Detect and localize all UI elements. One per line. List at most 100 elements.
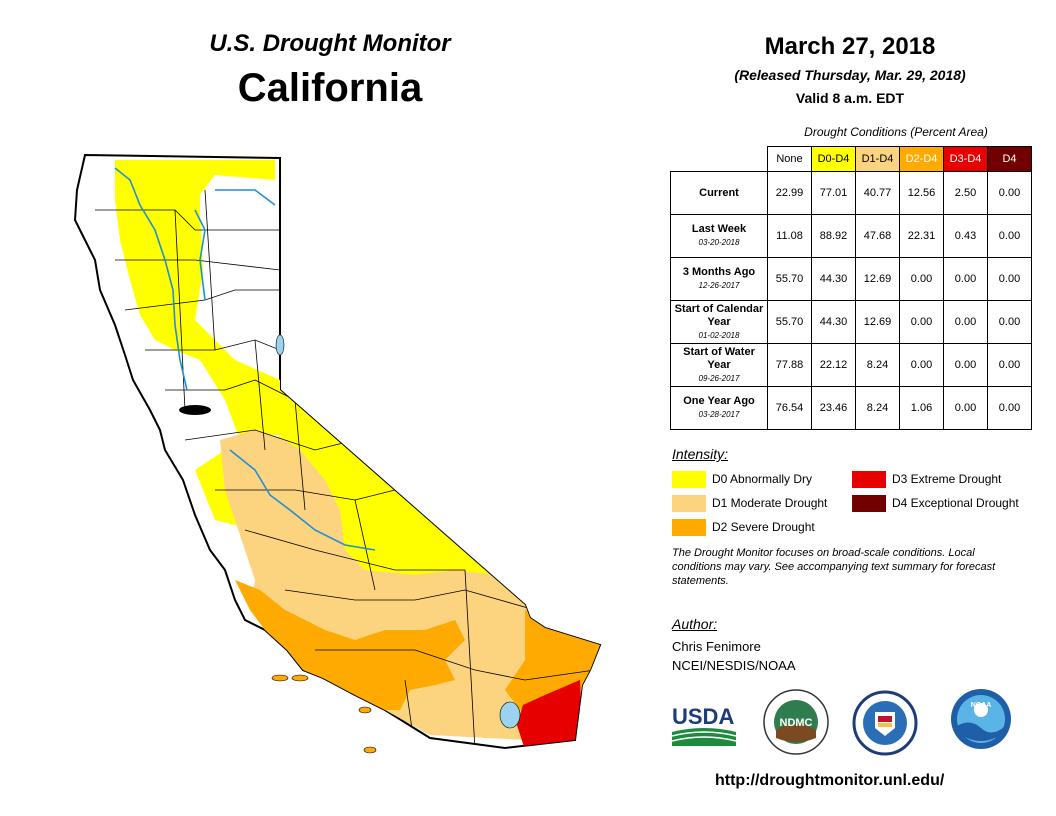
table-cell: 0.00 (987, 386, 1032, 430)
table-cell: 22.31 (899, 214, 944, 258)
map-date: March 27, 2018 (764, 33, 936, 60)
col-header-d0-d4: D0-D4 (811, 146, 856, 172)
table-cell: 0.00 (899, 257, 944, 301)
table-cell: 2.50 (943, 171, 988, 215)
table-row: Start of Calendar Year 01-02-2018 55.70 4… (670, 300, 1032, 344)
legend-item-d4: D4 Exceptional Drought (852, 494, 1032, 512)
table-cell: 12.69 (855, 300, 900, 344)
table-cell: 40.77 (855, 171, 900, 215)
table-cell: 77.01 (811, 171, 856, 215)
row-label-start-of-water-year: Start of Water Year 09-26-2017 (670, 343, 768, 387)
legend-swatch-d4 (852, 494, 886, 512)
table-cell: 88.92 (811, 214, 856, 258)
table-cell: 22.99 (767, 171, 812, 215)
legend-label: D3 Extreme Drought (892, 472, 1002, 486)
row-label-current: Current (670, 171, 768, 215)
table-cell: 0.00 (943, 343, 988, 387)
table-cell: 11.08 (767, 214, 812, 258)
legend-swatch-d3 (852, 470, 886, 488)
col-header-d3-d4: D3-D4 (943, 146, 988, 172)
legend-label: D0 Abnormally Dry (712, 472, 813, 486)
table-cell: 55.70 (767, 257, 812, 301)
table-cell: 77.88 (767, 343, 812, 387)
legend-swatch-d1 (672, 494, 706, 512)
table-cell: 0.00 (899, 300, 944, 344)
legend-column-left: D0 Abnormally Dry D1 Moderate Drought D2… (672, 470, 847, 536)
table-cell: 12.56 (899, 171, 944, 215)
table-cell: 0.00 (987, 343, 1032, 387)
legend-column-right: D3 Extreme Drought D4 Exceptional Drough… (852, 470, 1032, 512)
table-cell: 0.00 (943, 300, 988, 344)
col-header-d2-d4: D2-D4 (899, 146, 944, 172)
row-label-last-week: Last Week 03-20-2018 (670, 214, 768, 258)
state-title: California (237, 66, 423, 110)
table-cell: 0.00 (899, 343, 944, 387)
commerce-seal-logo (852, 690, 918, 756)
table-cell: 55.70 (767, 300, 812, 344)
legend-swatch-d2 (672, 518, 706, 536)
legend-item-d1: D1 Moderate Drought (672, 494, 847, 512)
table-row: 3 Months Ago 12-26-2017 55.70 44.30 12.69… (670, 257, 1032, 301)
table-row: Start of Water Year 09-26-2017 77.88 22.1… (670, 343, 1032, 387)
legend-item-d2: D2 Severe Drought (672, 518, 847, 536)
legend-swatch-d0 (672, 470, 706, 488)
table-cell: 0.00 (987, 214, 1032, 258)
table-cell: 8.24 (855, 386, 900, 430)
author-title: Author: (672, 616, 718, 632)
table-row: Current 22.99 77.01 40.77 12.56 2.50 0.0… (670, 171, 1032, 215)
valid-time: Valid 8 a.m. EDT (795, 90, 905, 106)
table-cell: 0.00 (943, 386, 988, 430)
table-cell: 12.69 (855, 257, 900, 301)
author-org: NCEI/NESDIS/NOAA (672, 658, 796, 673)
map-subtitle: U.S. Drought Monitor (209, 30, 451, 57)
author-name: Chris Fenimore (672, 639, 761, 654)
row-date: 12-26-2017 (698, 281, 740, 290)
legend-item-d3: D3 Extreme Drought (852, 470, 1032, 488)
disclaimer-note: The Drought Monitor focuses on broad-sca… (672, 547, 996, 587)
row-label-start-of-calendar-year: Start of Calendar Year 01-02-2018 (670, 300, 768, 344)
drought-conditions-table: None D0-D4 D1-D4 D2-D4 D3-D4 D4 Current … (670, 146, 1032, 430)
author-block: Chris Fenimore NCEI/NESDIS/NOAA (672, 637, 796, 675)
california-drought-map (73, 153, 602, 754)
table-cell: 8.24 (855, 343, 900, 387)
table-row: One Year Ago 03-28-2017 76.54 23.46 8.24 … (670, 386, 1032, 430)
row-date: 03-20-2018 (698, 238, 740, 247)
ndmc-logo-text: NDMC (780, 717, 813, 729)
table-cell: 44.30 (811, 300, 856, 344)
website-link[interactable]: http://droughtmonitor.unl.edu/ (715, 772, 945, 789)
table-cell: 0.00 (987, 171, 1032, 215)
table-cell: 0.43 (943, 214, 988, 258)
table-cell: 0.00 (987, 300, 1032, 344)
usda-logo-text: USDA (672, 704, 734, 729)
col-header-none: None (767, 146, 812, 172)
table-caption: Drought Conditions (Percent Area) (804, 125, 988, 139)
row-label-one-year-ago: One Year Ago 03-28-2017 (670, 386, 768, 430)
row-date: 01-02-2018 (698, 330, 740, 340)
table-corner (671, 147, 768, 172)
table-cell: 23.46 (811, 386, 856, 430)
noaa-logo: NOAA (951, 689, 1011, 749)
legend-label: D2 Severe Drought (712, 520, 815, 534)
row-label-3-months-ago: 3 Months Ago 12-26-2017 (670, 257, 768, 301)
table-cell: 0.00 (987, 257, 1032, 301)
table-row: Last Week 03-20-2018 11.08 88.92 47.68 22… (670, 214, 1032, 258)
usda-logo: USDA (671, 704, 737, 746)
table-cell: 76.54 (767, 386, 812, 430)
table-header-row: None D0-D4 D1-D4 D2-D4 D3-D4 D4 (671, 146, 1032, 172)
release-date: (Released Thursday, Mar. 29, 2018) (734, 67, 966, 83)
table-cell: 0.00 (943, 257, 988, 301)
noaa-logo-text: NOAA (971, 702, 992, 709)
col-header-d1-d4: D1-D4 (855, 146, 900, 172)
table-cell: 22.12 (811, 343, 856, 387)
row-date: 03-28-2017 (698, 410, 740, 419)
row-date: 09-26-2017 (698, 373, 740, 383)
table-cell: 1.06 (899, 386, 944, 430)
legend-label: D4 Exceptional Drought (892, 496, 1019, 510)
table-cell: 47.68 (855, 214, 900, 258)
legend-label: D1 Moderate Drought (712, 496, 828, 510)
legend-title: Intensity: (672, 446, 729, 462)
table-cell: 44.30 (811, 257, 856, 301)
col-header-d4: D4 (987, 146, 1032, 172)
ndmc-logo: NDMC (763, 689, 829, 755)
legend-item-d0: D0 Abnormally Dry (672, 470, 847, 488)
